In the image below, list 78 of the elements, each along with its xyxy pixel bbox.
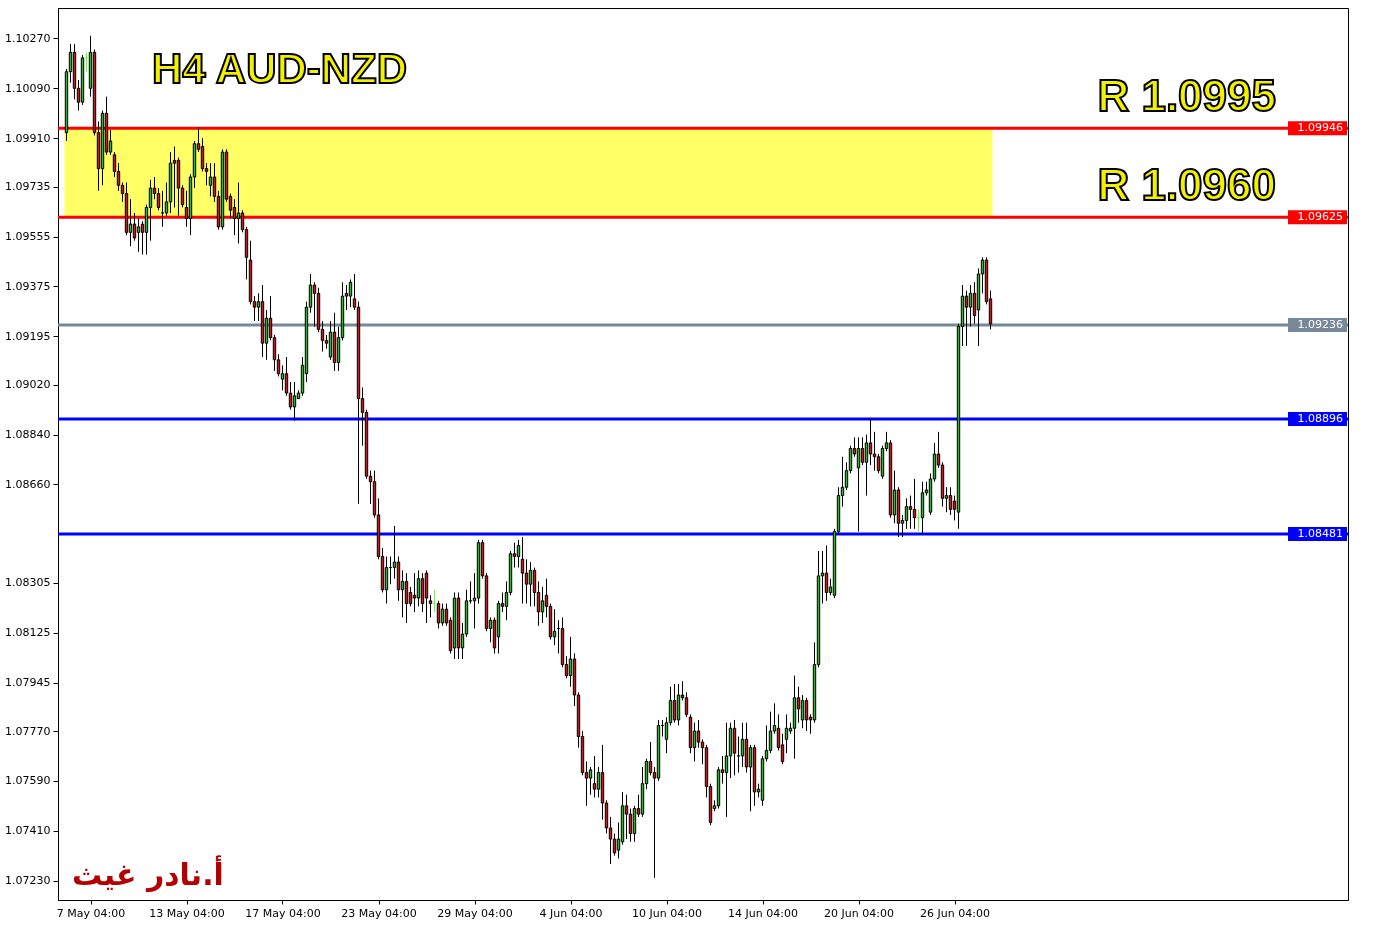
candlestick: [132, 212, 137, 242]
candlestick: [696, 719, 701, 749]
candlestick: [232, 198, 237, 236]
candlestick: [84, 51, 89, 73]
y-tick-label: 1.07590: [5, 774, 51, 788]
candlestick: [436, 600, 441, 630]
x-tick-label: 17 May 04:00: [245, 906, 321, 920]
y-tick-label: 1.09195: [5, 329, 51, 343]
x-tick-label: 10 Jun 04:00: [632, 906, 702, 920]
candlestick: [628, 808, 633, 843]
x-tick-label: 26 Jun 04:00: [920, 906, 990, 920]
x-tick-label: 4 Jun 04:00: [539, 906, 603, 920]
y-tick-label: 1.08125: [5, 626, 51, 640]
candlestick: [528, 561, 533, 607]
ref-line-label: 1.09236: [1297, 317, 1343, 331]
ref-line-label: 1.08896: [1297, 412, 1343, 426]
x-tick-label: 14 Jun 04:00: [728, 906, 798, 920]
x-tick-label: 13 May 04:00: [149, 906, 225, 920]
y-tick-label: 1.10270: [5, 31, 51, 45]
candlestick: [904, 497, 909, 530]
candlestick: [908, 495, 913, 530]
candlestick: [948, 486, 953, 516]
candlestick: [868, 417, 873, 466]
candlestick: [624, 794, 629, 840]
x-tick-label: 7 May 04:00: [56, 906, 126, 920]
y-tick-label: 1.10090: [5, 81, 51, 95]
x-tick-label: 29 May 04:00: [437, 906, 513, 920]
candlestick: [968, 284, 973, 328]
candlestick: [412, 572, 417, 613]
annotation: أ.نادر غيث: [72, 855, 224, 892]
candlestick: [592, 755, 597, 798]
candlestick: [236, 182, 241, 244]
y-tick-label: 1.07770: [5, 724, 51, 738]
y-tick-label: 1.09375: [5, 279, 51, 293]
candlestick: [864, 434, 869, 497]
candlestick: [172, 146, 177, 208]
candlestick: [860, 436, 865, 466]
candlestick: [540, 586, 545, 624]
y-tick-label: 1.07230: [5, 874, 51, 888]
candlestick: [800, 694, 805, 729]
candlestick: [348, 278, 353, 308]
candlestick: [872, 431, 877, 472]
candlestick: [804, 697, 809, 732]
candlestick: [740, 722, 745, 768]
candlestick: [736, 736, 741, 774]
y-tick-label: 1.09555: [5, 230, 51, 244]
y-tick-label: 1.09735: [5, 180, 51, 194]
y-tick-label: 1.08840: [5, 428, 51, 442]
candlestick: [312, 281, 317, 328]
y-tick-label: 1.09910: [5, 131, 51, 145]
candlestick: [684, 691, 689, 718]
ref-line-label: 1.09625: [1297, 210, 1343, 224]
x-tick-label: 20 Jun 04:00: [824, 906, 894, 920]
x-tick-label: 23 May 04:00: [341, 906, 417, 920]
candlestick: [440, 603, 445, 627]
candlestick: [148, 179, 153, 242]
candlestick: [416, 569, 421, 607]
y-tick-label: 1.07410: [5, 824, 51, 838]
ref-line-label: 1.09946: [1297, 121, 1343, 135]
annotation: R 1.0960: [1097, 160, 1276, 210]
candlestick: [856, 436, 861, 533]
candlestick: [516, 539, 521, 569]
y-tick-label: 1.09020: [5, 378, 51, 392]
annotation: R 1.0995: [1097, 71, 1276, 121]
candlestick: [428, 594, 433, 618]
candlestick: [520, 536, 525, 605]
candlestick: [156, 187, 161, 211]
candlestick: [588, 766, 593, 796]
candlestick: [524, 558, 529, 605]
text: H4 AUD-NZD: [152, 45, 408, 92]
candlestick: [160, 190, 165, 228]
candlestick: [208, 162, 213, 197]
ref-line-label: 1.08481: [1297, 527, 1343, 541]
y-tick-label: 1.08305: [5, 576, 51, 590]
y-tick-label: 1.08660: [5, 477, 51, 491]
candlestick: [964, 290, 969, 347]
y-tick-label: 1.07945: [5, 676, 51, 690]
candlestick: [136, 218, 141, 253]
